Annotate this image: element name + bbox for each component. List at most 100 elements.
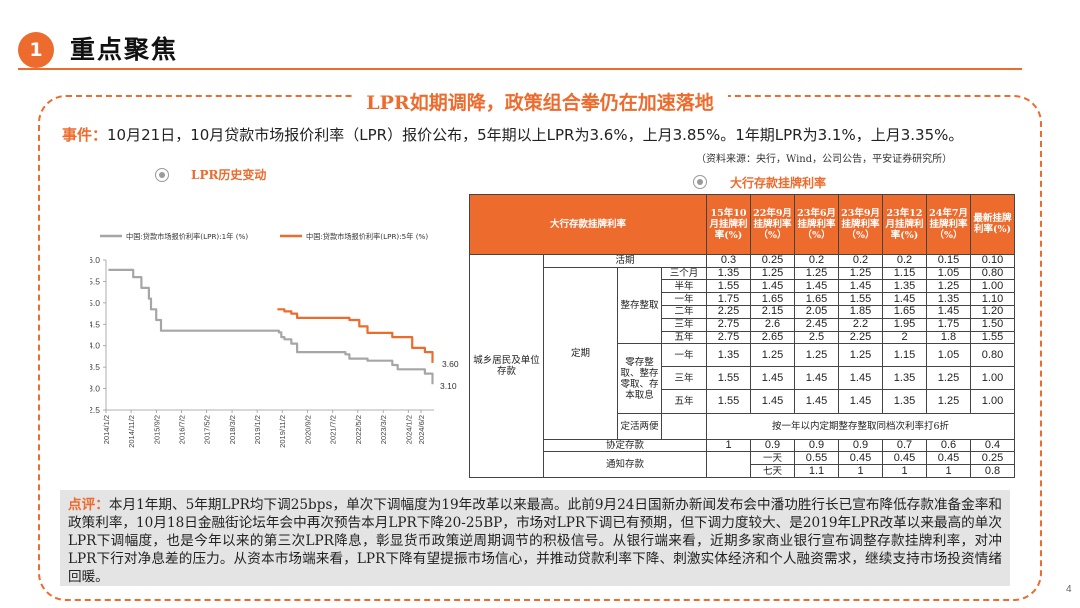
y-tick-label: 5.5 xyxy=(90,276,100,286)
rate-value-cell: 0.2 xyxy=(882,253,928,268)
rate-value-cell: 0.6 xyxy=(926,438,972,453)
y-tick-label: 6.0 xyxy=(90,255,100,265)
term-cell: 七天 xyxy=(750,464,796,478)
rate-value-cell: 0.45 xyxy=(838,451,884,466)
x-tick-label: 2019/11/2 xyxy=(278,415,287,448)
x-tick-label: 2015/9/2 xyxy=(152,415,161,444)
deposit-rate-table: 大行存款挂牌利率 15年10月挂牌利率(%) 22年9月挂牌利率（%） 23年6月挂牌… xyxy=(468,194,1016,479)
y-tick-label: 3.5 xyxy=(90,362,100,372)
comment-text: 本月1年期、5年期LPR均下调25bps，单次下调幅度为19年改革以来最高。此前… xyxy=(68,497,1002,585)
rate-value-cell: 0.2 xyxy=(794,253,840,268)
rate-value-cell: 0.80 xyxy=(970,266,1016,281)
rate-value-cell: 1.45 xyxy=(838,389,884,414)
rate-value-cell: 1.45 xyxy=(882,292,928,307)
term-cell: 五年 xyxy=(660,330,708,345)
term-cell: 一年 xyxy=(660,292,708,307)
rate-value-cell: 1.20 xyxy=(970,305,1016,319)
comment-label: 点评： xyxy=(68,497,109,513)
table-header-period: 最新挂牌利率(%) xyxy=(970,194,1016,255)
rate-value-cell: 1.45 xyxy=(838,365,884,391)
rate-value-cell: 0.9 xyxy=(838,438,884,453)
series-line-1 xyxy=(108,268,434,385)
rate-value-cell: 2.15 xyxy=(750,305,796,319)
end-label-1y: 3.10 xyxy=(440,381,457,391)
rate-value-cell: 1.35 xyxy=(706,343,752,367)
rate-value-cell: 1.50 xyxy=(970,317,1016,332)
rate-value-cell: 2.75 xyxy=(706,317,752,332)
rate-value-cell: 1.05 xyxy=(926,266,972,281)
table-row: 定期 整存整取 三个月 1.35 1.25 1.25 1.25 1.15 1.05 0.80 xyxy=(470,266,1016,440)
table-row: 五年 2.75 2.65 2.5 2.25 2 1.8 1.55 xyxy=(470,330,1016,345)
rate-value-cell: 2.5 xyxy=(794,330,840,345)
rate-value-cell: 1.8 xyxy=(926,330,972,345)
main-title-text: LPR如期调降，政策组合拳仍在加速落地 xyxy=(352,92,728,114)
table-row: 城乡居民及单位存款 活期 0.3 0.25 0.2 0.2 0.2 0.15 0.10 xyxy=(469,253,1016,479)
table-row: 大行存款挂牌利率 15年10月挂牌利率(%) 22年9月挂牌利率（%） 23年6月挂牌… xyxy=(468,194,1016,255)
table-row: 三年 1.55 1.45 1.45 1.45 1.35 1.25 1.00 xyxy=(470,365,1016,391)
rate-value-cell: 1.55 xyxy=(706,389,752,414)
rate-value-cell: 1.25 xyxy=(750,343,796,367)
rate-value-cell: 1.25 xyxy=(750,266,796,281)
rate-value-cell: 0.55 xyxy=(794,451,840,466)
rate-value-cell: 1.65 xyxy=(794,292,840,307)
rate-value-cell: 0.80 xyxy=(970,343,1016,367)
rate-value-cell: 1.75 xyxy=(926,317,972,332)
rate-value-cell: 0.15 xyxy=(926,253,972,268)
rate-value-cell: 1.10 xyxy=(970,292,1016,307)
header-divider xyxy=(18,68,1022,70)
rate-value-cell: 1.35 xyxy=(926,292,972,307)
term-cell: 三年 xyxy=(660,317,708,332)
table-header-title: 大行存款挂牌利率 xyxy=(468,194,708,255)
lpr-line-chart: 中国:贷款市场报价利率(LPR):1年 (%) 中国:贷款市场报价利率(LPR):… xyxy=(90,232,459,448)
legend-label-2: 中国:贷款市场报价利率(LPR):5年 (%) xyxy=(306,232,428,241)
table-row: 五年 1.55 1.45 1.45 1.45 1.35 1.25 1.00 xyxy=(470,389,1016,414)
rate-value-cell: 1.45 xyxy=(750,365,796,391)
rate-value-cell: 1.55 xyxy=(838,292,884,307)
rate-value-cell: 1 xyxy=(882,464,928,478)
table-header-period: 24年7月挂牌利率（%） xyxy=(926,194,972,255)
rate-value-cell: 1.45 xyxy=(750,279,796,294)
term-cell: 三年 xyxy=(660,365,708,391)
term-cell: 一年 xyxy=(660,343,708,367)
rate-value-cell: 0.3 xyxy=(706,253,752,268)
table-header-period: 23年9月挂牌利率（%） xyxy=(838,194,884,255)
rate-value-cell: 2.65 xyxy=(750,330,796,345)
empty-cell xyxy=(706,451,752,478)
rate-value-cell: 0.8 xyxy=(970,464,1016,478)
table-title: 大行存款挂牌利率 xyxy=(730,176,827,190)
section-title: 重点聚焦 xyxy=(70,35,179,64)
rate-value-cell: 1.45 xyxy=(794,365,840,391)
x-tick-label: 2021/7/2 xyxy=(329,415,338,444)
rate-value-cell: 1.35 xyxy=(882,279,928,294)
rate-value-cell: 0.25 xyxy=(970,451,1016,466)
flexible-rate-note: 按一年以内定期整存整取同档次利率打6折 xyxy=(706,412,1016,440)
rate-value-cell: 0.10 xyxy=(970,253,1016,268)
rate-value-cell: 1.25 xyxy=(838,266,884,281)
rate-value-cell: 0.45 xyxy=(926,451,972,466)
legend-label-1: 中国:贷款市场报价利率(LPR):1年 (%) xyxy=(126,232,248,241)
term-cell: 一天 xyxy=(750,451,796,466)
rate-value-cell: 0.2 xyxy=(838,253,884,268)
rate-value-cell: 1.35 xyxy=(706,266,752,281)
term-cell: 半年 xyxy=(660,279,708,294)
row-label-cell: 活期 xyxy=(542,253,708,268)
rate-value-cell: 2.45 xyxy=(794,317,840,332)
group-label-cell: 城乡居民及单位存款 xyxy=(469,253,544,479)
rate-value-cell: 1.65 xyxy=(750,292,796,307)
rate-value-cell: 1.00 xyxy=(970,279,1016,294)
rate-value-cell: 1.35 xyxy=(882,365,928,391)
rate-value-cell: 1.65 xyxy=(882,305,928,319)
rate-value-cell: 1 xyxy=(926,464,972,478)
row-label-cell: 协定存款 xyxy=(542,438,708,453)
rate-value-cell: 1.25 xyxy=(794,343,840,367)
table-row: 一年 1.75 1.65 1.65 1.55 1.45 1.35 1.10 xyxy=(470,292,1016,307)
rate-value-cell: 1.15 xyxy=(882,266,928,281)
table-header-period: 23年6月挂牌利率（%） xyxy=(794,194,840,255)
main-title: LPR如期调降，政策组合拳仍在加速落地 xyxy=(0,88,1080,115)
rate-value-cell: 0.45 xyxy=(882,451,928,466)
x-tick-label: 2017/5/2 xyxy=(203,415,212,444)
y-tick-label: 3.0 xyxy=(90,384,100,394)
x-tick-label: 2014/1/2 xyxy=(102,415,111,444)
event-label: 事件： xyxy=(62,126,108,144)
y-tick-label: 5.0 xyxy=(90,298,100,308)
